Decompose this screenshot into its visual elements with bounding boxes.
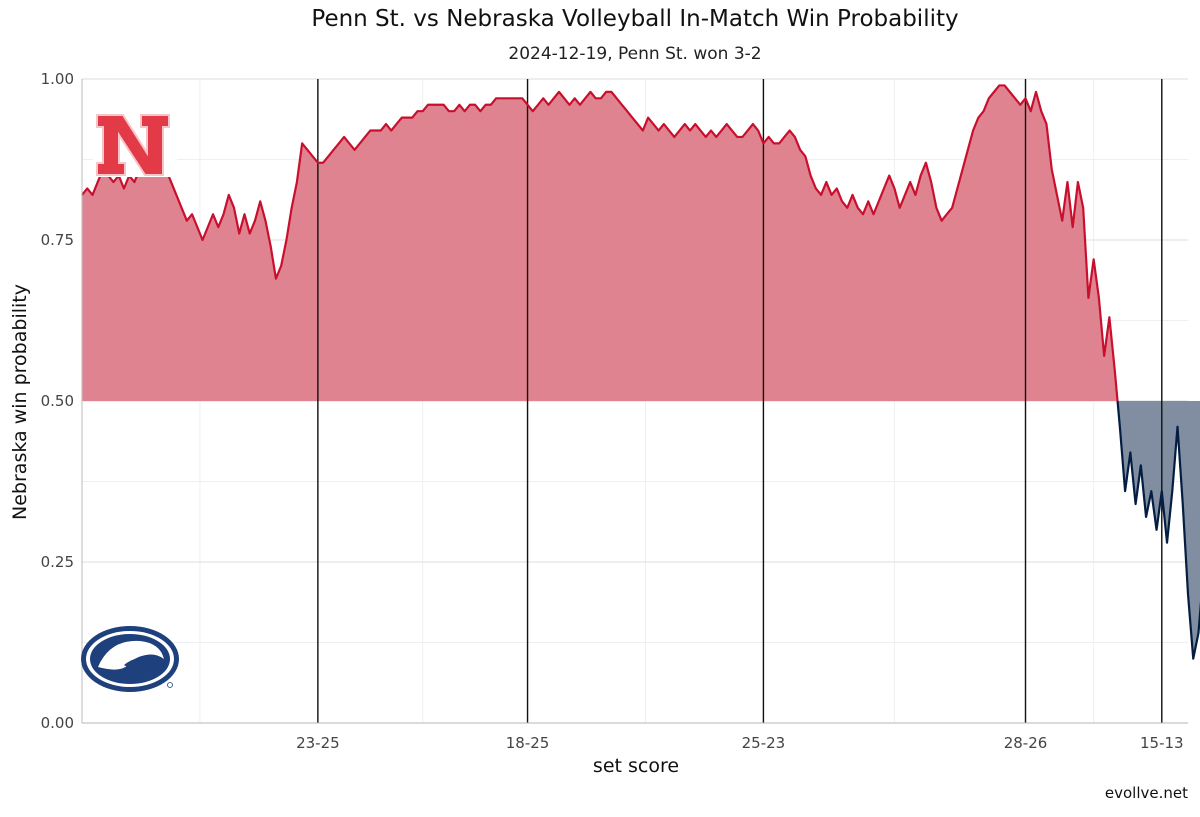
- penn-state-line: [1116, 400, 1200, 660]
- x-tick-label: 18-25: [506, 734, 550, 752]
- y-tick-label: 0.25: [41, 553, 74, 571]
- penn-state-area: [1117, 401, 1200, 659]
- set-break-lines: [317, 79, 1163, 723]
- nebraska-n-logo: [93, 113, 177, 177]
- chart-title: Penn St. vs Nebraska Volleyball In-Match…: [311, 6, 959, 32]
- credit-text: evollve.net: [1104, 784, 1188, 802]
- x-tick-label: 28-26: [1004, 734, 1048, 752]
- y-tick-label: 1.00: [41, 70, 74, 88]
- chart-subtitle: 2024-12-19, Penn St. won 3-2: [508, 44, 762, 64]
- x-tick-label: 25-23: [742, 734, 786, 752]
- x-axis-label: set score: [593, 755, 679, 777]
- y-tick-label: 0.00: [41, 714, 74, 732]
- probability-line: [81, 84, 1200, 660]
- nebraska-area: [82, 85, 1118, 401]
- axes: 0.00 0.25 0.50 0.75 1.00 23-25 18-25 25-23 28-26…: [41, 70, 1188, 752]
- x-tick-label: 23-25: [296, 734, 340, 752]
- y-axis-label: Nebraska win probability: [9, 284, 31, 520]
- nebraska-line: [81, 84, 1119, 402]
- penn-state-nittany-lion-logo: [81, 626, 179, 692]
- probability-areas: [82, 85, 1200, 659]
- y-tick-label: 0.50: [41, 392, 74, 410]
- y-tick-label: 0.75: [41, 231, 74, 249]
- x-tick-label: 15-13: [1140, 734, 1184, 752]
